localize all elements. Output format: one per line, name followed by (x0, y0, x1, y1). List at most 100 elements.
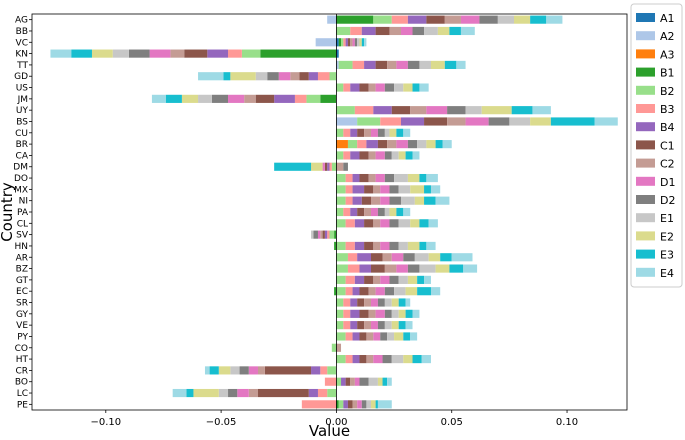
y-tick-label-cl: CL (17, 219, 28, 229)
bar-ht-e2 (403, 355, 413, 364)
bar-ec-b2 (336, 287, 346, 296)
bar-gy-d1 (375, 309, 385, 318)
y-tick-label-ag: AG (15, 16, 28, 26)
bar-jm-b2 (306, 94, 321, 103)
bar-bz-e4 (463, 264, 478, 273)
bar-gd-e1 (255, 72, 268, 81)
bar-hn-d1 (380, 241, 390, 251)
bar-br-e3 (435, 140, 443, 149)
bar-bo-e2 (377, 377, 383, 386)
bar-cr-c2 (258, 366, 265, 375)
bar-lc-d1 (237, 388, 249, 398)
bar-gt-e4 (424, 275, 431, 284)
bar-pa-e4 (403, 207, 411, 217)
bar-bz-c2 (384, 264, 397, 273)
legend-swatch-c2 (636, 158, 655, 168)
bar-pe-e4 (377, 400, 392, 409)
bar-bo-e1 (368, 377, 378, 386)
bar-bs-b3 (380, 117, 401, 126)
bar-co-c2 (336, 343, 342, 352)
bar-cu-d1 (371, 128, 378, 137)
bar-pa-d2 (377, 207, 385, 217)
y-tick-label-us: US (16, 84, 29, 94)
bar-br-b4 (366, 140, 378, 149)
legend-swatch-a1 (636, 13, 655, 22)
bar-tt-b4 (364, 60, 376, 69)
bar-cl-e3 (419, 219, 429, 228)
bar-vc-d1 (352, 38, 355, 47)
bar-ag-b3 (391, 15, 408, 24)
bar-lc-e2 (193, 388, 219, 398)
bar-br-c1 (377, 140, 388, 149)
bar-bo-b4 (341, 377, 346, 386)
bar-gy-b4 (350, 309, 360, 318)
bar-uy-c1 (391, 106, 411, 115)
bar-vc-b4 (345, 38, 348, 47)
legend-label-e3: E3 (660, 249, 674, 262)
bar-ve-e1 (384, 321, 392, 330)
bar-ht-c2 (366, 355, 374, 364)
bar-jm-b4 (274, 94, 295, 103)
bar-us-e2 (403, 83, 413, 92)
bar-gt-d2 (389, 275, 399, 284)
bar-mx-e3 (424, 185, 431, 194)
x-tick-label: 0.10 (556, 417, 578, 428)
bar-pa-e1 (384, 207, 390, 217)
bar-us-c1 (359, 83, 369, 92)
y-tick-label-bo: BO (15, 378, 28, 388)
bar-ec-c2 (368, 287, 376, 296)
bar-sr-b3 (343, 298, 351, 307)
bar-sr-e3 (398, 298, 406, 307)
bar-cl-c1 (364, 219, 374, 228)
bar-ht-b3 (345, 355, 353, 364)
bar-bo-e4 (387, 377, 392, 386)
legend-swatch-c1 (636, 140, 655, 150)
bar-hn-e3 (419, 241, 427, 251)
bar-vc-e4 (364, 38, 367, 47)
bar-hn-b3 (345, 241, 355, 251)
bar-bz-c1 (371, 264, 385, 273)
bar-ca-e2 (398, 151, 406, 160)
bar-jm-e2 (181, 94, 199, 103)
bar-py-d2 (380, 332, 388, 341)
legend-swatch-b4 (636, 122, 655, 132)
bar-kn-d1 (149, 49, 171, 58)
bar-ec-e2 (405, 287, 418, 296)
y-tick-label-do: DO (14, 174, 28, 184)
bar-uy-e2 (481, 106, 512, 115)
bar-tt-c2 (387, 60, 397, 69)
bar-pe-c2 (352, 400, 358, 409)
bar-us-b2 (336, 83, 344, 92)
y-tick-label-jm: JM (17, 95, 28, 105)
x-tick-label: 0.00 (325, 417, 347, 428)
bar-gt-b2 (336, 275, 346, 284)
bar-sv-b1 (334, 230, 337, 239)
bar-bo-e3 (382, 377, 388, 386)
bar-ht-d2 (382, 355, 392, 364)
bar-do-e1 (394, 173, 408, 183)
bar-ag-b2 (373, 15, 392, 24)
bar-bb-b4 (361, 26, 376, 36)
bar-br-d2 (407, 140, 418, 149)
y-tick-label-mx: MX (14, 185, 28, 195)
bar-ec-d1 (375, 287, 385, 296)
bar-lc-c2 (248, 388, 258, 398)
bar-sv-c2 (320, 230, 323, 239)
bar-py-b2 (336, 332, 346, 341)
bar-cu-b2 (336, 128, 344, 137)
bar-ca-e1 (391, 151, 399, 160)
bar-bz-b3 (347, 264, 360, 273)
bar-ar-e4 (451, 253, 473, 262)
bar-cr-d2 (239, 366, 249, 375)
bar-us-e4 (419, 83, 429, 92)
bar-sr-d2 (377, 298, 385, 307)
bar-tt-e3 (444, 60, 457, 69)
bar-vc-b2 (341, 38, 344, 47)
bar-pe-e3 (375, 400, 378, 409)
bar-bz-d1 (396, 264, 408, 273)
bar-ve-c2 (364, 321, 372, 330)
bar-ar-e3 (440, 253, 452, 262)
bar-ni-d2 (389, 196, 401, 205)
bar-br-e1 (417, 140, 427, 149)
bar-kn-a1 (336, 49, 339, 58)
